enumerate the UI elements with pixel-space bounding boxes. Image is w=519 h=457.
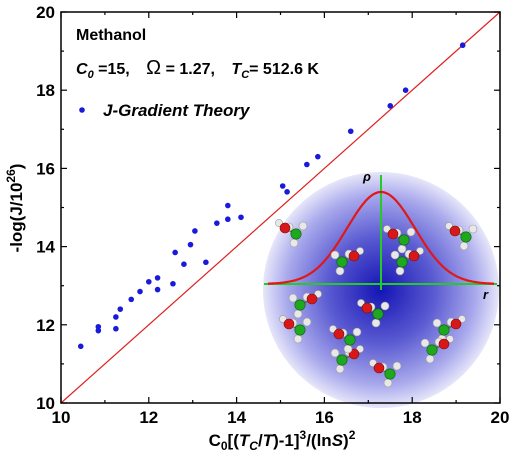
data-point [284, 189, 290, 195]
data-point [315, 153, 321, 160]
methanol-molecule [357, 299, 390, 328]
data-point [146, 278, 152, 285]
methanol-molecule [279, 315, 312, 344]
legend: J-Gradient Theory [79, 101, 251, 120]
y-tick-label: 20 [36, 3, 55, 22]
methanol-molecule [383, 225, 416, 254]
axis-ticks: 10 12 14 16 18 20 10 12 14 16 18 20 [36, 3, 509, 427]
data-point [187, 241, 194, 248]
data-point [459, 42, 466, 49]
data-point [113, 314, 119, 320]
data-point [402, 87, 409, 93]
methanol-molecule [330, 247, 364, 276]
data-point [137, 288, 143, 295]
molecules-group [275, 219, 478, 388]
x-tick-label: 14 [227, 408, 246, 427]
data-point [347, 128, 354, 135]
x-tick-label: 10 [52, 408, 71, 427]
x-axis-title: C0[(TC/T)-1]3/(lnS)2 [209, 428, 356, 453]
data-point [128, 296, 135, 303]
y-tick-label: 14 [36, 238, 55, 257]
data-point [225, 216, 231, 223]
data-point [214, 220, 220, 226]
data-point [77, 343, 84, 350]
data-point [154, 275, 161, 281]
data-point [387, 103, 394, 109]
data-point [172, 249, 178, 256]
y-axis-title: -log(J/1026) [4, 164, 26, 253]
data-point [95, 323, 102, 330]
y-tick-label: 18 [36, 81, 55, 100]
inset-r-label: r [483, 287, 489, 302]
x-tick-label: 20 [491, 408, 510, 427]
x-tick-label: 18 [403, 408, 422, 427]
data-point [170, 280, 176, 287]
parameters-label: C0 =15, Ω = 1.27, TC= 512.6 K [76, 57, 319, 81]
y-tick-label: 12 [36, 316, 55, 335]
data-point [117, 306, 124, 312]
data-point [181, 261, 187, 267]
data-point [225, 202, 231, 209]
x-tick-label: 16 [315, 408, 334, 427]
data-point [304, 161, 310, 168]
data-point [238, 214, 244, 221]
data-point [154, 286, 161, 293]
methanol-molecule [330, 345, 364, 374]
inset-rho-label: ρ [362, 169, 371, 184]
data-point [192, 228, 198, 234]
methanol-molecule [420, 335, 454, 364]
legend-label: J-Gradient Theory [103, 101, 251, 120]
methanol-molecule [369, 359, 402, 388]
methanol-molecule [288, 290, 322, 319]
substance-label: Methanol [76, 27, 146, 44]
data-point [95, 327, 102, 334]
droplet-inset: ρ r [263, 169, 499, 408]
data-point [113, 325, 119, 332]
x-tick-label: 12 [139, 408, 158, 427]
methanol-molecule [445, 222, 478, 251]
reference-line [60, 11, 501, 404]
data-points [77, 42, 466, 350]
methanol-molecule [390, 247, 424, 276]
methanol-molecule [275, 219, 308, 248]
methanol-molecule [329, 325, 362, 354]
data-point [279, 183, 286, 189]
legend-marker [79, 107, 85, 113]
data-point [203, 259, 209, 266]
density-profile-curve [268, 190, 494, 285]
y-tick-label: 10 [36, 394, 55, 413]
y-tick-label: 16 [36, 159, 55, 178]
